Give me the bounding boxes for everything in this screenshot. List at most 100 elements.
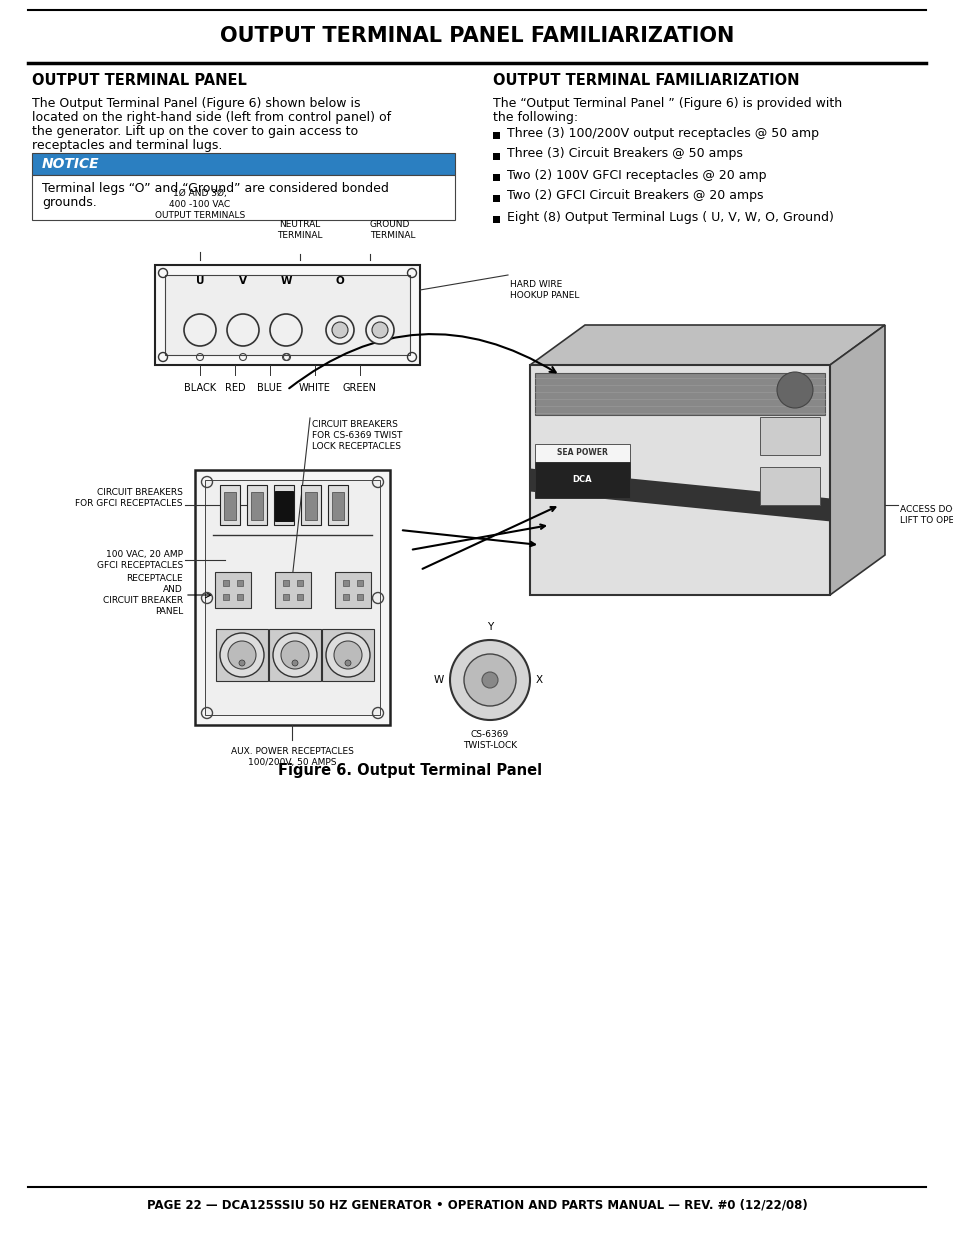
Bar bbox=[32, 175, 455, 220]
Text: The Output Terminal Panel (Figure 6) shown below is: The Output Terminal Panel (Figure 6) sho… bbox=[32, 98, 360, 110]
Bar bbox=[274, 572, 311, 608]
Text: X: X bbox=[536, 676, 542, 685]
Bar bbox=[296, 580, 303, 585]
Bar bbox=[530, 366, 829, 595]
Circle shape bbox=[450, 640, 530, 720]
Circle shape bbox=[270, 314, 302, 346]
Polygon shape bbox=[829, 325, 884, 595]
Bar bbox=[214, 572, 251, 608]
Text: the following:: the following: bbox=[493, 111, 578, 124]
Bar bbox=[493, 153, 499, 161]
Bar bbox=[236, 580, 243, 585]
Text: BLACK: BLACK bbox=[184, 383, 215, 393]
Text: Three (3) 100/200V output receptacles @ 50 amp: Three (3) 100/200V output receptacles @ … bbox=[506, 126, 818, 140]
Circle shape bbox=[326, 634, 370, 677]
Circle shape bbox=[227, 314, 258, 346]
Circle shape bbox=[372, 322, 388, 338]
Text: WHITE: WHITE bbox=[298, 383, 331, 393]
Bar bbox=[343, 594, 349, 600]
Bar bbox=[215, 629, 268, 680]
Bar bbox=[283, 594, 289, 600]
Text: 1Ø AND 3Ø,
400 -100 VAC
OUTPUT TERMINALS: 1Ø AND 3Ø, 400 -100 VAC OUTPUT TERMINALS bbox=[154, 189, 245, 220]
Text: GREEN: GREEN bbox=[343, 383, 376, 393]
Text: HARD WIRE
HOOKUP PANEL: HARD WIRE HOOKUP PANEL bbox=[510, 280, 578, 300]
Polygon shape bbox=[530, 325, 884, 366]
Text: located on the right-hand side (left from control panel) of: located on the right-hand side (left fro… bbox=[32, 111, 391, 124]
Text: CIRCUIT BREAKERS
FOR GFCI RECEPTACLES: CIRCUIT BREAKERS FOR GFCI RECEPTACLES bbox=[75, 488, 183, 508]
Bar bbox=[535, 462, 629, 499]
Circle shape bbox=[345, 659, 351, 666]
Bar bbox=[223, 580, 229, 585]
Text: OUTPUT TERMINAL FAMILIARIZATION: OUTPUT TERMINAL FAMILIARIZATION bbox=[493, 73, 799, 88]
Text: DCA: DCA bbox=[572, 475, 591, 484]
Circle shape bbox=[220, 634, 264, 677]
Text: the generator. Lift up on the cover to gain access to: the generator. Lift up on the cover to g… bbox=[32, 125, 357, 138]
Bar bbox=[251, 492, 263, 520]
Text: PAGE 22 — DCA125SSIU 50 HZ GENERATOR • OPERATION AND PARTS MANUAL — REV. #0 (12/: PAGE 22 — DCA125SSIU 50 HZ GENERATOR • O… bbox=[147, 1198, 806, 1212]
Text: RED: RED bbox=[225, 383, 245, 393]
Text: Two (2) 100V GFCI receptacles @ 20 amp: Two (2) 100V GFCI receptacles @ 20 amp bbox=[506, 168, 765, 182]
Circle shape bbox=[332, 322, 348, 338]
Text: RECEPTACLE
AND
CIRCUIT BREAKER
PANEL: RECEPTACLE AND CIRCUIT BREAKER PANEL bbox=[103, 574, 183, 616]
Bar bbox=[194, 471, 390, 725]
Circle shape bbox=[184, 314, 215, 346]
Text: BLUE: BLUE bbox=[257, 383, 282, 393]
Circle shape bbox=[366, 316, 394, 345]
Polygon shape bbox=[530, 468, 829, 521]
Circle shape bbox=[776, 372, 812, 408]
Bar bbox=[493, 132, 499, 140]
Circle shape bbox=[239, 659, 245, 666]
Circle shape bbox=[463, 655, 516, 706]
Circle shape bbox=[228, 641, 255, 669]
Text: CS-6369
TWIST-LOCK: CS-6369 TWIST-LOCK bbox=[462, 730, 517, 750]
Bar bbox=[32, 153, 455, 175]
Text: Figure 6. Output Terminal Panel: Figure 6. Output Terminal Panel bbox=[277, 762, 541, 778]
Bar bbox=[343, 580, 349, 585]
Text: CIRCUIT BREAKERS
FOR CS-6369 TWIST
LOCK RECEPTACLES: CIRCUIT BREAKERS FOR CS-6369 TWIST LOCK … bbox=[312, 420, 402, 451]
Text: 100 VAC, 20 AMP
GFCI RECEPTACLES: 100 VAC, 20 AMP GFCI RECEPTACLES bbox=[96, 550, 183, 571]
Bar bbox=[224, 492, 235, 520]
Text: Eight (8) Output Terminal Lugs ( U, V, W, O, Ground): Eight (8) Output Terminal Lugs ( U, V, W… bbox=[506, 210, 833, 224]
Bar bbox=[760, 467, 820, 505]
Bar bbox=[301, 485, 320, 525]
Bar bbox=[322, 629, 374, 680]
Text: W: W bbox=[434, 676, 443, 685]
Bar bbox=[223, 594, 229, 600]
Text: Two (2) GFCI Circuit Breakers @ 20 amps: Two (2) GFCI Circuit Breakers @ 20 amps bbox=[506, 189, 762, 203]
Bar bbox=[760, 417, 820, 454]
Circle shape bbox=[334, 641, 361, 669]
Text: Three (3) Circuit Breakers @ 50 amps: Three (3) Circuit Breakers @ 50 amps bbox=[506, 147, 742, 161]
Bar bbox=[535, 443, 629, 462]
Bar bbox=[328, 485, 348, 525]
Text: OUTPUT TERMINAL PANEL FAMILIARIZATION: OUTPUT TERMINAL PANEL FAMILIARIZATION bbox=[219, 26, 734, 47]
Bar bbox=[165, 275, 410, 354]
Text: The “Output Terminal Panel ” (Figure 6) is provided with: The “Output Terminal Panel ” (Figure 6) … bbox=[493, 98, 841, 110]
Circle shape bbox=[481, 672, 497, 688]
Bar bbox=[493, 174, 499, 182]
Text: AUX. POWER RECEPTACLES
100/200V, 50 AMPS: AUX. POWER RECEPTACLES 100/200V, 50 AMPS bbox=[231, 747, 353, 767]
Bar bbox=[493, 216, 499, 224]
Text: NEUTRAL
TERMINAL: NEUTRAL TERMINAL bbox=[277, 220, 322, 240]
Bar bbox=[493, 195, 499, 203]
Bar bbox=[205, 480, 379, 715]
Bar bbox=[236, 594, 243, 600]
Text: ACCESS DOOR
LIFT TO OPEN: ACCESS DOOR LIFT TO OPEN bbox=[899, 505, 953, 525]
Circle shape bbox=[292, 659, 297, 666]
Bar bbox=[220, 485, 240, 525]
Circle shape bbox=[281, 641, 309, 669]
Bar bbox=[356, 580, 363, 585]
Bar bbox=[356, 594, 363, 600]
Text: SEA POWER: SEA POWER bbox=[556, 448, 607, 457]
Text: U: U bbox=[195, 275, 204, 287]
Text: NOTICE: NOTICE bbox=[42, 157, 99, 170]
Bar bbox=[535, 373, 824, 415]
Bar bbox=[154, 266, 419, 366]
Bar bbox=[296, 594, 303, 600]
Text: GROUND
TERMINAL: GROUND TERMINAL bbox=[370, 220, 416, 240]
Bar bbox=[332, 492, 344, 520]
Bar bbox=[274, 485, 294, 525]
Text: W: W bbox=[280, 275, 292, 287]
Bar bbox=[247, 485, 267, 525]
Bar bbox=[269, 629, 320, 680]
Text: OUTPUT TERMINAL PANEL: OUTPUT TERMINAL PANEL bbox=[32, 73, 247, 88]
